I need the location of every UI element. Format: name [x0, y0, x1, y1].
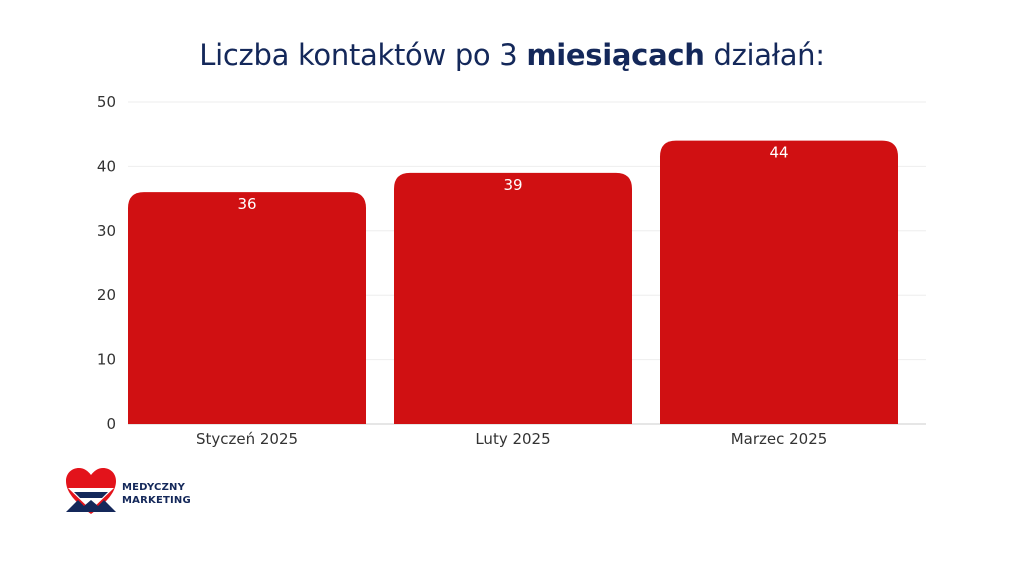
logo-line1: MEDYCZNY	[122, 482, 186, 493]
data-label: 39	[503, 176, 522, 194]
label-layer: 0 10 20 30 40 50 36 Styczeń 2025 39 Luty 2025 44 Ma…	[97, 93, 827, 448]
y-tick-label: 0	[106, 415, 116, 433]
logo-line2: MARKETING	[122, 495, 191, 506]
bar	[128, 192, 366, 424]
medyczny-marketing-logo: MEDYCZNY MARKETING	[64, 466, 224, 518]
bar	[394, 172, 632, 424]
y-tick-label: 50	[97, 93, 116, 111]
title-suffix: działań:	[704, 38, 825, 72]
bar-layer	[128, 140, 898, 424]
bar	[660, 140, 898, 424]
x-category-label: Marzec 2025	[731, 430, 828, 448]
y-tick-label: 30	[97, 222, 116, 240]
title-prefix: Liczba kontaktów po 3	[199, 38, 527, 72]
chart-title: Liczba kontaktów po 3 miesiącach działań…	[0, 38, 1024, 72]
y-tick-label: 20	[97, 286, 116, 304]
data-label: 44	[769, 144, 788, 162]
x-category-label: Luty 2025	[475, 430, 550, 448]
data-label: 36	[237, 195, 256, 213]
x-category-label: Styczeń 2025	[196, 430, 298, 448]
y-tick-label: 10	[97, 351, 116, 369]
heart-logo-icon	[66, 468, 116, 514]
y-tick-label: 40	[97, 157, 116, 175]
title-bold: miesiącach	[526, 38, 705, 72]
